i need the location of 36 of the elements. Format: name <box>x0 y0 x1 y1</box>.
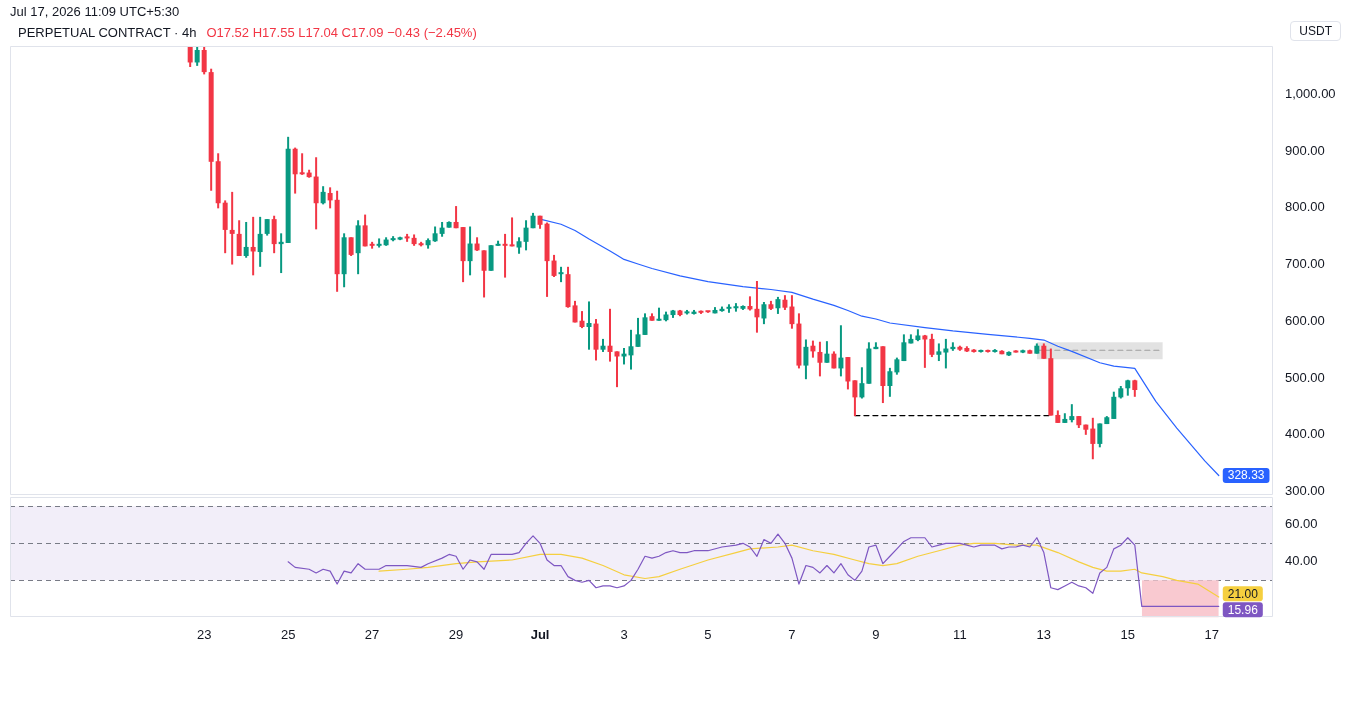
x-tick-label: 5 <box>704 626 712 642</box>
data-label: 15.96 <box>1227 602 1259 617</box>
y-tick-label: 400.00 <box>1285 426 1325 442</box>
candlestick <box>502 233 508 278</box>
x-tick-label: 17 <box>1204 626 1220 642</box>
x-tick-label: 3 <box>620 626 628 642</box>
y-tick-label: 700.00 <box>1285 256 1325 272</box>
y-tick-label: 900.00 <box>1285 142 1325 158</box>
text: Jul 17, 2026 11:09 UTC+5:30 <box>10 4 180 20</box>
candlestick <box>278 233 284 274</box>
candlestick <box>229 191 235 265</box>
y-tick-label: 60.00 <box>1285 516 1318 532</box>
data-label: 21.00 <box>1227 586 1259 601</box>
candlestick <box>299 153 305 175</box>
y-tick-label: 800.00 <box>1285 199 1325 215</box>
x-tick-label: Jul <box>530 626 550 642</box>
x-tick-label: 27 <box>364 626 380 642</box>
x-tick-label: 11 <box>953 626 967 642</box>
x-tick-label: 15 <box>1120 626 1136 642</box>
candlestick <box>509 217 515 247</box>
chart-title: PERPETUAL CONTRACT · 4h <box>18 24 197 40</box>
y-tick-label: 600.00 <box>1285 312 1325 328</box>
chart-subtitle: O17.52 H17.55 L17.04 C17.09 −0.43 (−2.45%) <box>206 24 477 40</box>
x-tick-label: 9 <box>872 626 880 642</box>
data-label: 328.33 <box>1227 468 1265 483</box>
x-tick-label: 29 <box>448 626 464 642</box>
x-tick-label: 23 <box>196 626 212 642</box>
y-tick-label: 300.00 <box>1285 483 1325 499</box>
x-tick-label: 7 <box>788 626 796 642</box>
y-tick-label: 40.00 <box>1285 553 1318 569</box>
x-tick-label: 13 <box>1036 626 1052 642</box>
y-axis-title: USDT <box>1290 21 1341 41</box>
x-tick-label: 25 <box>280 626 296 642</box>
y-tick-label: 1,000.00 <box>1285 85 1336 101</box>
candlestick <box>586 301 592 350</box>
y-tick-label: 500.00 <box>1285 369 1325 385</box>
